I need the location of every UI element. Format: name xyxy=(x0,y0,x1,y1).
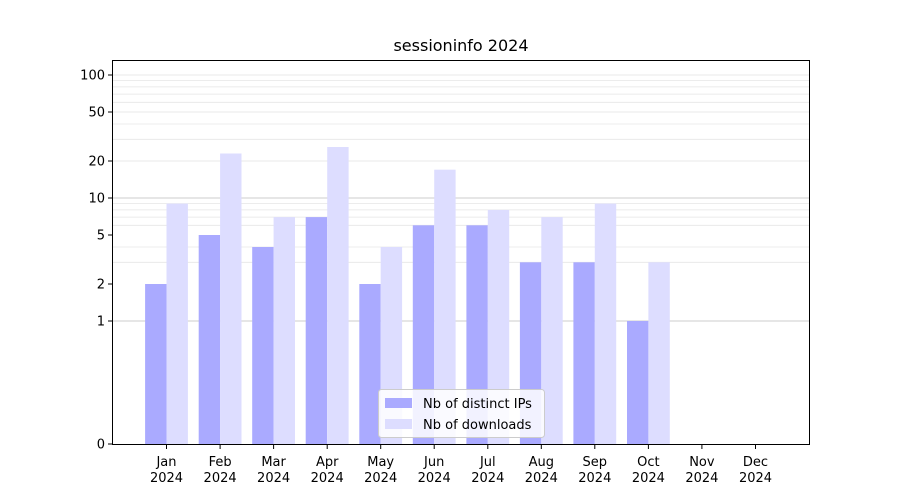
bar-downloads xyxy=(434,169,456,444)
y-tick-label: 0 xyxy=(97,438,105,453)
x-tick-label: Sep 2024 xyxy=(578,455,611,486)
x-tick-label: Aug 2024 xyxy=(525,455,558,486)
x-tick-label: Jul 2024 xyxy=(471,455,504,486)
y-axis: 0 1 2 5 10 20 50 100 xyxy=(80,69,113,453)
legend-swatch xyxy=(385,419,412,429)
legend-label: Nb of downloads xyxy=(423,418,532,433)
bar-distinct-ips xyxy=(627,321,649,444)
bar-distinct-ips xyxy=(573,262,595,444)
bar-downloads xyxy=(648,262,670,444)
x-axis: Jan 2024 Feb 2024 Mar 2024 Apr 2024 May 2024 Jun 20… xyxy=(150,444,772,486)
x-tick-label: Apr 2024 xyxy=(311,455,344,486)
y-tick-label: 20 xyxy=(88,155,105,170)
legend: Nb of distinct IPs Nb of downloads xyxy=(378,389,545,438)
bar-distinct-ips xyxy=(252,247,274,444)
x-tick-label: Mar 2024 xyxy=(257,455,290,486)
bar-downloads xyxy=(594,203,617,444)
y-tick-label: 5 xyxy=(97,229,105,244)
y-tick-label: 10 xyxy=(88,192,105,207)
legend-box xyxy=(378,389,545,438)
y-tick-label: 1 xyxy=(97,315,105,330)
bar-downloads xyxy=(487,209,510,444)
x-tick-label: May 2024 xyxy=(364,455,397,486)
legend-label: Nb of distinct IPs xyxy=(423,397,532,412)
x-tick-label: Jun 2024 xyxy=(418,455,451,486)
legend-swatch xyxy=(385,398,412,408)
x-tick-label: Jan 2024 xyxy=(150,455,183,486)
bar-downloads xyxy=(327,147,349,444)
y-tick-label: 50 xyxy=(88,106,105,121)
chart-title: sessioninfo 2024 xyxy=(393,36,528,55)
y-tick-label: 100 xyxy=(80,69,105,84)
bar-distinct-ips xyxy=(145,284,167,444)
bar-distinct-ips xyxy=(198,235,221,444)
bar-distinct-ips xyxy=(305,217,328,444)
x-tick-label: Nov 2024 xyxy=(685,455,718,486)
x-tick-label: Dec 2024 xyxy=(739,455,772,486)
bar-downloads xyxy=(220,153,242,444)
x-tick-label: Oct 2024 xyxy=(632,455,665,486)
bar-distinct-ips xyxy=(359,284,381,444)
bar-downloads xyxy=(273,217,295,444)
bar-downloads xyxy=(541,217,563,444)
plot-frame xyxy=(112,60,810,445)
y-tick-label: 2 xyxy=(97,278,105,293)
bar-downloads xyxy=(166,203,188,444)
x-tick-label: Feb 2024 xyxy=(204,455,237,486)
